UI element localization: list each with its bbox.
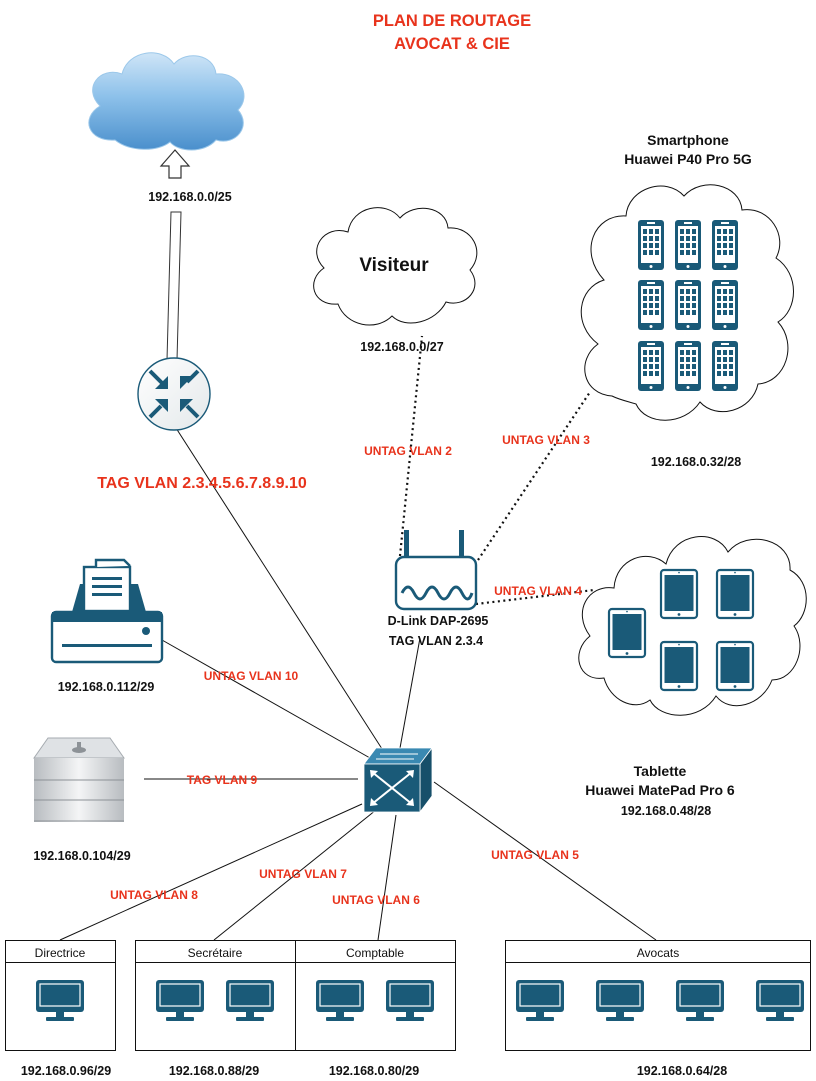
server-subnet-label: 192.168.0.104/29 [33,849,130,863]
secretaire-box-label: Secrétaire [188,946,243,960]
smartphone-group [638,220,738,391]
tablette-title-line1: Tablette [634,763,687,779]
visiteur-cloud-icon [313,207,478,326]
smartphone-icon [712,220,738,270]
directrice-subnet-label: 192.168.0.96/29 [21,1064,111,1078]
tablet-icon [659,568,699,620]
tablet-icon [715,568,755,620]
router-icon [137,357,211,431]
smartphone-vlan-label: UNTAG VLAN 3 [502,433,590,447]
tablette-subnet-label: 192.168.0.48/28 [621,804,711,818]
link-ap-tablette [475,588,595,606]
tablet-icon [659,640,699,692]
uplink-arrow-icon [159,149,191,179]
smartphone-icon [675,280,701,330]
link-comptable-switch [377,814,397,941]
directrice-box-label: Directrice [35,946,86,960]
internet-cloud-icon [88,52,245,151]
access-point-icon [394,530,478,611]
smartphone-icon [638,341,664,391]
secretaire-subnet-label: 192.168.0.88/29 [169,1064,259,1078]
printer-vlan-label: UNTAG VLAN 10 [204,669,299,683]
smartphone-icon [712,341,738,391]
link-ap-visiteur [398,335,424,557]
printer-icon [50,558,164,664]
avocats-subnet-label: 192.168.0.64/28 [637,1064,727,1078]
comptable-subnet-label: 192.168.0.80/29 [329,1064,419,1078]
smartphone-icon [712,280,738,330]
link-router-switch [175,427,394,767]
diagram-title-line2: AVOCAT & CIE [394,35,510,53]
link-ap-switch [399,637,421,749]
smartphone-icon [638,220,664,270]
link-ap-smartphone [477,391,591,561]
comptable-box-label: Comptable [346,946,404,960]
link-printer-switch [161,639,371,759]
comptable-vlan-label: UNTAG VLAN 6 [332,893,420,907]
directrice-box: Directrice [5,940,116,1051]
visiteur-vlan-label: UNTAG VLAN 2 [364,444,452,458]
avocats-box: Avocats [505,940,811,1051]
access-point-model-label: D-Link DAP-2695 [388,614,489,628]
smartphone-title-line1: Smartphone [647,132,729,148]
tablet-icon [715,640,755,692]
diagram-title-line1: PLAN DE ROUTAGE [373,12,531,30]
switch-icon [363,746,433,814]
avocats-box-label: Avocats [637,946,679,960]
server-icon [33,737,125,822]
link-secretaire-switch [213,809,377,941]
smartphone-icon [638,280,664,330]
link-directrice-switch [59,803,363,941]
tablette-vlan-label: UNTAG VLAN 4 [494,584,582,598]
server-vlan-label: TAG VLAN 9 [187,773,258,787]
smartphone-icon [675,341,701,391]
visiteur-subnet-label: 192.168.0.0/27 [360,340,443,354]
router-tag-label: TAG VLAN 2.3.4.5.6.7.8.9.10 [97,475,307,492]
smartphone-title-line2: Huawei P40 Pro 5G [624,151,752,167]
tablette-title-line2: Huawei MatePad Pro 6 [585,782,735,798]
uplink-pipe [166,211,182,361]
link-avocats-switch [433,781,657,941]
directrice-vlan-label: UNTAG VLAN 8 [110,888,198,902]
secretaire-comptable-box: Secrétaire Comptable [135,940,456,1051]
printer-subnet-label: 192.168.0.112/29 [58,680,155,694]
avocats-vlan-label: UNTAG VLAN 5 [491,848,579,862]
access-point-tag-label: TAG VLAN 2.3.4 [389,634,483,648]
smartphone-icon [675,220,701,270]
smartphone-subnet-label: 192.168.0.32/28 [651,455,741,469]
tablet-icon [607,607,647,659]
internet-subnet-label: 192.168.0.0/25 [148,190,231,204]
secretaire-vlan-label: UNTAG VLAN 7 [259,867,347,881]
visiteur-label: Visiteur [359,255,429,276]
